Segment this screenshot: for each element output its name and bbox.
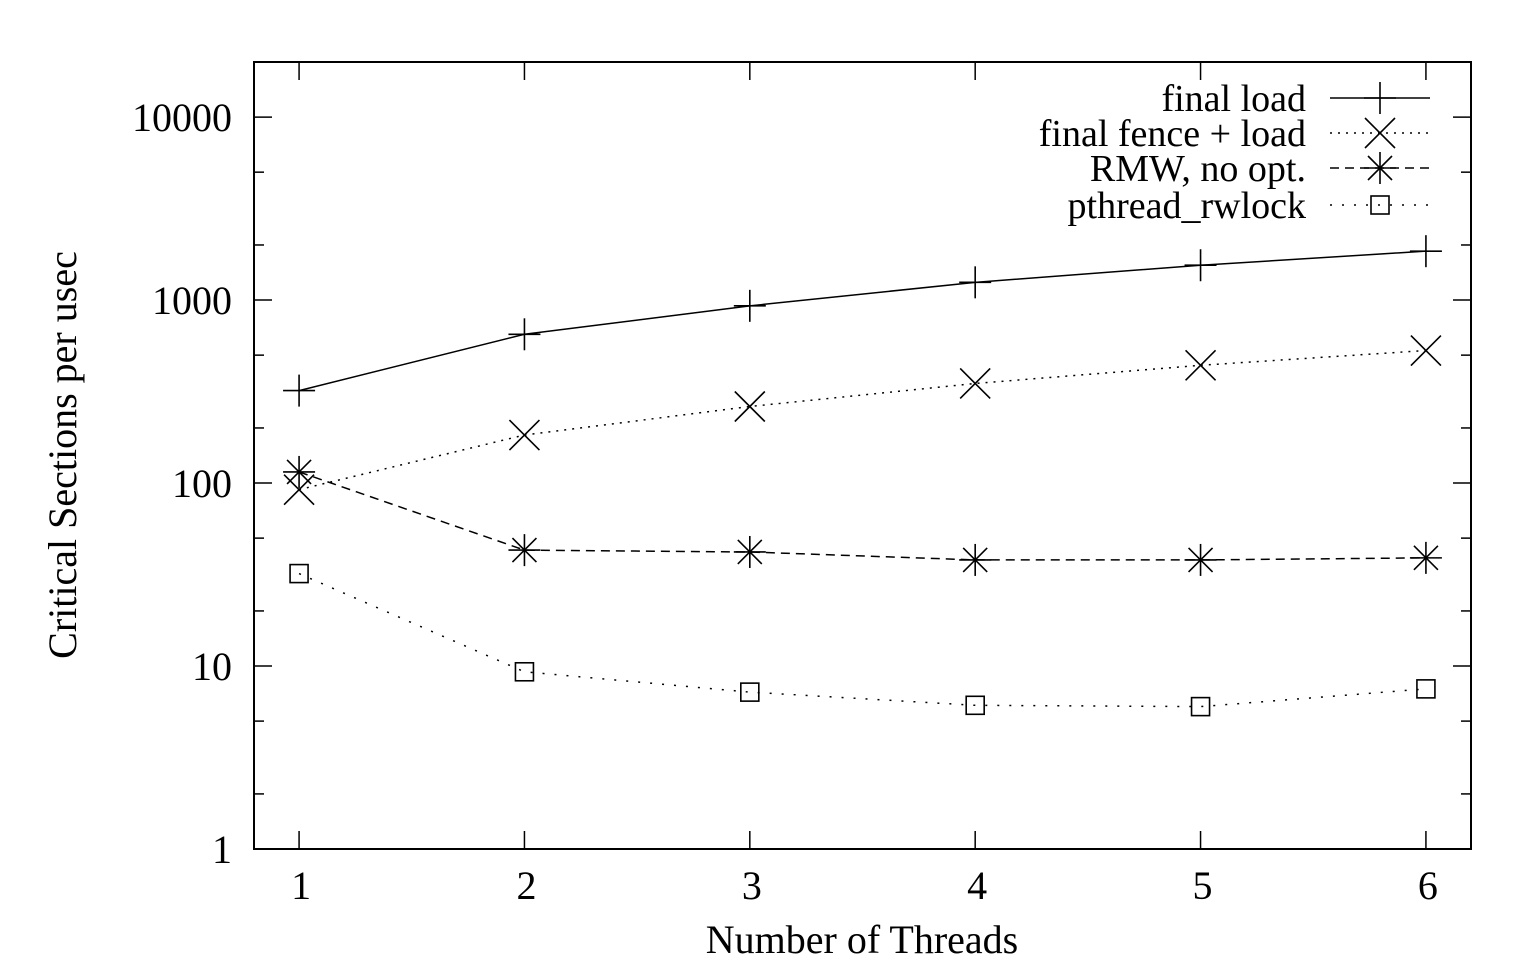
series-3 xyxy=(283,455,1442,576)
data-point xyxy=(508,318,541,351)
data-point xyxy=(1416,679,1436,699)
legend-entry: final load xyxy=(1161,78,1430,120)
data-point xyxy=(1410,334,1442,367)
x-axis-label: Number of Threads xyxy=(706,917,1019,962)
x-tick-label: 6 xyxy=(1418,863,1438,908)
series-2 xyxy=(283,334,1442,506)
x-tick-label: 3 xyxy=(742,863,762,908)
series-line xyxy=(298,471,1426,561)
data-point xyxy=(283,474,315,506)
data-point xyxy=(289,563,309,584)
series-line xyxy=(298,349,1426,491)
data-point xyxy=(508,534,541,567)
data-point xyxy=(508,419,541,451)
data-point xyxy=(1409,541,1442,574)
x-tick-label: 4 xyxy=(967,863,987,908)
data-point xyxy=(1184,543,1217,576)
data-point xyxy=(283,455,316,488)
y-tick-label: 100 xyxy=(172,461,232,506)
data-point xyxy=(1409,235,1442,268)
y-tick-label: 10000 xyxy=(132,95,232,140)
plot-frame xyxy=(253,61,1472,850)
legend-label: RMW, no opt. xyxy=(1090,148,1306,190)
series-line xyxy=(298,572,1426,708)
data-point xyxy=(734,390,766,423)
series-line xyxy=(298,250,1426,392)
data-point xyxy=(733,535,766,568)
x-tick-label: 2 xyxy=(516,863,536,908)
data-point xyxy=(1184,349,1217,381)
series-4 xyxy=(289,563,1436,717)
data-point xyxy=(1190,696,1211,717)
data-point xyxy=(283,374,316,407)
data-point xyxy=(733,289,766,322)
legend-label: final load xyxy=(1161,78,1306,120)
legend-label: final fence + load xyxy=(1039,113,1306,155)
legend-marker xyxy=(1364,117,1396,149)
y-tick-label: 10 xyxy=(192,644,232,689)
y-tick-label: 1 xyxy=(212,827,232,872)
legend-entry: final fence + load xyxy=(1039,113,1430,155)
data-point xyxy=(965,695,985,716)
legend-marker xyxy=(1364,152,1396,184)
tick-marks xyxy=(254,61,1471,850)
data-point xyxy=(514,661,535,682)
legend-marker xyxy=(1370,195,1390,215)
data-point xyxy=(740,682,760,702)
legend-label: pthread_rwlock xyxy=(1068,185,1306,227)
data-point xyxy=(1184,249,1217,282)
series-1 xyxy=(283,235,1442,407)
legend-entry: RMW, no opt. xyxy=(1090,148,1430,190)
legend-marker xyxy=(1364,82,1396,114)
data-point xyxy=(959,266,992,299)
x-tick-label: 5 xyxy=(1193,863,1213,908)
y-axis-label: Critical Sections per usec xyxy=(40,251,85,659)
data-point xyxy=(959,543,992,576)
data-point xyxy=(959,367,991,400)
y-tick-label: 1000 xyxy=(152,278,232,323)
legend-entry: pthread_rwlock xyxy=(1068,185,1430,227)
x-tick-label: 1 xyxy=(291,863,311,908)
